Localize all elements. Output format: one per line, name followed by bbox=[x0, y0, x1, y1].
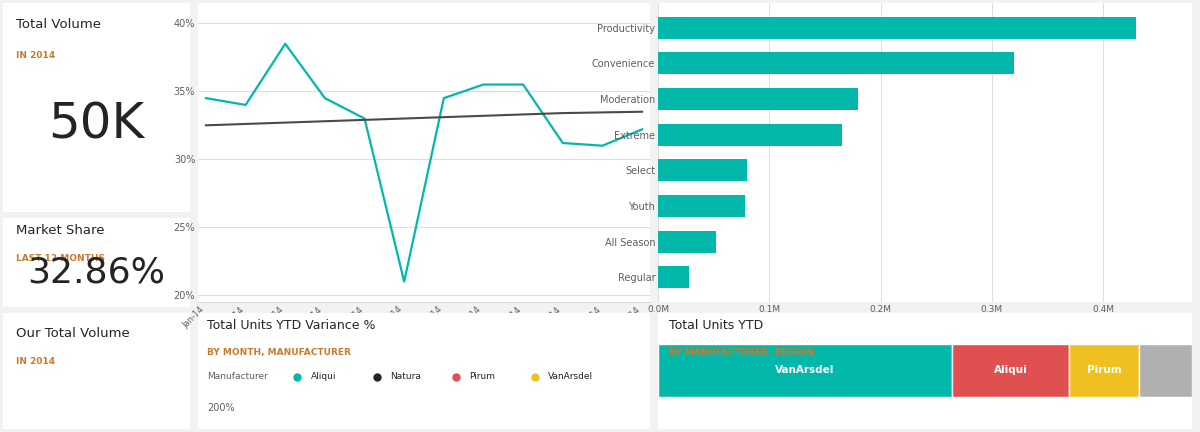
Text: Aliqui: Aliqui bbox=[311, 372, 336, 381]
Bar bbox=[952, 344, 1069, 397]
Text: BY MANUFACTURER, REGION: BY MANUFACTURER, REGION bbox=[668, 348, 814, 357]
Text: Total Units YTD Variance %: Total Units YTD Variance % bbox=[208, 319, 376, 332]
Text: Our Total Volume: Our Total Volume bbox=[16, 327, 130, 340]
Text: Pirum: Pirum bbox=[469, 372, 496, 381]
Bar bbox=[658, 159, 746, 181]
Text: Natura: Natura bbox=[390, 372, 421, 381]
Text: Manufacturer: Manufacturer bbox=[208, 372, 268, 381]
Text: Pirum: Pirum bbox=[1086, 365, 1121, 375]
Text: 32.86%: 32.86% bbox=[28, 255, 166, 289]
Text: Total Volume: Total Volume bbox=[16, 18, 101, 31]
Text: Aliqui: Aliqui bbox=[994, 365, 1027, 375]
Text: Total Units YTD: Total Units YTD bbox=[668, 319, 763, 332]
Text: Market Share: Market Share bbox=[16, 224, 104, 237]
Text: VanArsdel: VanArsdel bbox=[775, 365, 834, 375]
Bar bbox=[658, 16, 1136, 39]
Bar bbox=[658, 266, 689, 289]
Text: BY MONTH, MANUFACTURER: BY MONTH, MANUFACTURER bbox=[208, 348, 350, 357]
Bar bbox=[658, 195, 745, 217]
Bar bbox=[658, 52, 1014, 74]
Bar bbox=[1139, 344, 1192, 397]
Bar bbox=[658, 231, 716, 253]
Text: 200%: 200% bbox=[208, 403, 235, 413]
Text: LAST 12 MONTHS: LAST 12 MONTHS bbox=[16, 254, 106, 263]
Bar bbox=[658, 124, 841, 146]
Text: 50K: 50K bbox=[48, 100, 145, 148]
Text: VanArsdel: VanArsdel bbox=[548, 372, 594, 381]
Text: IN 2014: IN 2014 bbox=[16, 51, 55, 60]
Bar bbox=[658, 344, 952, 397]
Text: IN 2014: IN 2014 bbox=[16, 357, 55, 366]
Bar bbox=[658, 88, 858, 110]
Bar bbox=[1069, 344, 1139, 397]
